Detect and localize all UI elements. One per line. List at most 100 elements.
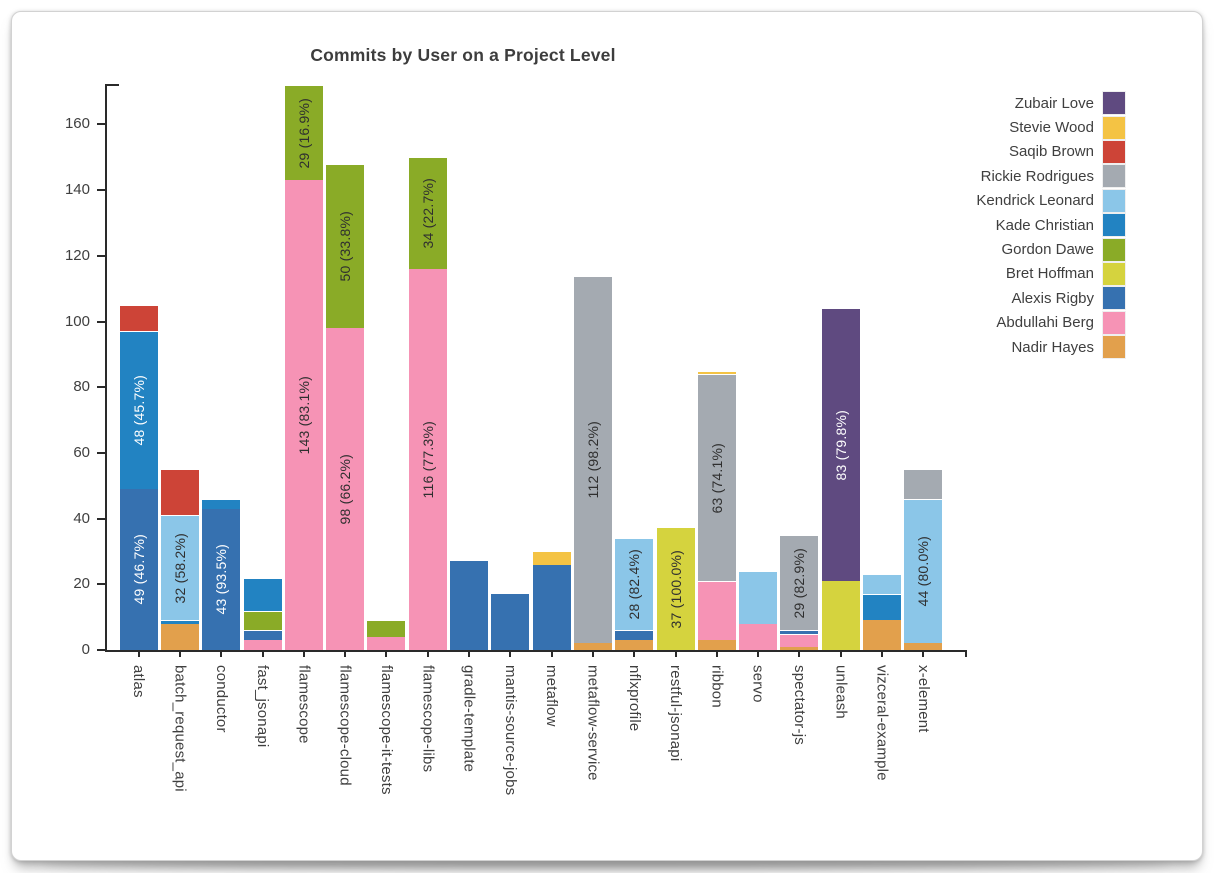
y-axis-top-cap bbox=[105, 84, 119, 86]
legend-item-stevie-wood[interactable]: Stevie Wood bbox=[976, 115, 1126, 140]
bar-ribbon-abdullahi-berg[interactable] bbox=[697, 581, 736, 640]
y-tick-label: 20 bbox=[73, 575, 90, 593]
bar-value-label: 112 (98.2%) bbox=[574, 277, 612, 643]
legend-swatch bbox=[1102, 139, 1126, 164]
bar-gradle-template-alexis-rigby[interactable] bbox=[450, 561, 489, 650]
bar-ribbon-nadir-hayes[interactable] bbox=[697, 640, 736, 650]
bar-mantis-source-jobs-alexis-rigby[interactable] bbox=[491, 594, 530, 650]
legend-item-saqib-brown[interactable]: Saqib Brown bbox=[976, 139, 1126, 164]
legend-item-gordon-dawe[interactable]: Gordon Dawe bbox=[976, 237, 1126, 262]
bar-value-text: 28 (82.4%) bbox=[626, 549, 643, 620]
bar-value-text: 44 (80.0%) bbox=[915, 536, 932, 607]
bar-vizceral-example-kade-christian[interactable] bbox=[863, 594, 902, 620]
legend-swatch bbox=[1102, 335, 1126, 360]
bar-value-label: 83 (79.8%) bbox=[822, 309, 860, 581]
bar-unleash-bret-hoffman[interactable] bbox=[821, 581, 860, 650]
bar-value-text: 112 (98.2%) bbox=[584, 421, 601, 499]
x-tick-mark bbox=[385, 652, 388, 657]
bar-atlas-saqib-brown[interactable] bbox=[119, 305, 158, 331]
x-tick-mark bbox=[344, 652, 347, 657]
bar-x-element-nadir-hayes[interactable] bbox=[904, 643, 943, 650]
bar-ribbon-stevie-wood[interactable] bbox=[697, 371, 736, 374]
bar-value-text: 143 (83.1%) bbox=[295, 375, 312, 455]
bar-batch-request-api-nadir-hayes[interactable] bbox=[160, 624, 199, 650]
bar-value-text: 29 (82.9%) bbox=[791, 547, 808, 619]
bar-fast-jsonapi-kade-christian[interactable] bbox=[243, 578, 282, 611]
bar-x-element-rickie-rodrigues[interactable] bbox=[904, 469, 943, 499]
y-tick-label: 80 bbox=[73, 378, 90, 396]
legend-item-rickie-rodrigues[interactable]: Rickie Rodrigues bbox=[976, 164, 1126, 189]
bar-fast-jsonapi-abdullahi-berg[interactable] bbox=[243, 640, 282, 650]
bar-batch-request-api-kade-christian[interactable] bbox=[160, 620, 199, 624]
bar-spectator-js-rickie-rodrigues[interactable]: 29 (82.9%) bbox=[780, 535, 819, 630]
x-tick-mark bbox=[426, 652, 429, 657]
bar-metaflow-service-rickie-rodrigues[interactable]: 112 (98.2%) bbox=[573, 276, 612, 643]
bar-value-text: 37 (100.0%) bbox=[667, 549, 684, 629]
bar-flamescope-it-tests-gordon-dawe[interactable] bbox=[367, 620, 406, 637]
bar-atlas-alexis-rigby[interactable]: 49 (46.7%) bbox=[119, 489, 158, 650]
bar-flamescope-cloud-gordon-dawe[interactable]: 50 (33.8%) bbox=[326, 164, 365, 328]
legend-label: Bret Hoffman bbox=[1005, 265, 1094, 283]
bar-atlas-kade-christian[interactable]: 48 (45.7%) bbox=[119, 331, 158, 489]
legend-item-kade-christian[interactable]: Kade Christian bbox=[976, 213, 1126, 238]
legend-item-bret-hoffman[interactable]: Bret Hoffman bbox=[976, 261, 1126, 286]
bar-fast-jsonapi-alexis-rigby[interactable] bbox=[243, 630, 282, 640]
bar-nflxprofile-nadir-hayes[interactable] bbox=[615, 640, 654, 650]
legend-label: Alexis Rigby bbox=[1011, 289, 1094, 307]
legend-item-abdullahi-berg[interactable]: Abdullahi Berg bbox=[976, 310, 1126, 335]
x-axis-label-unleash: unleash bbox=[832, 665, 850, 719]
x-axis-label-servo: servo bbox=[749, 665, 767, 703]
x-axis-label-restful-jsonapi: restful-jsonapi bbox=[667, 665, 685, 762]
legend-item-zubair-love[interactable]: Zubair Love bbox=[976, 91, 1126, 116]
chart-page: Commits by User on a Project Level Zubai… bbox=[11, 11, 1203, 861]
bar-flamescope-cloud-abdullahi-berg[interactable]: 98 (66.2%) bbox=[326, 328, 365, 650]
bar-metaflow-alexis-rigby[interactable] bbox=[532, 565, 571, 650]
bar-value-text: 49 (46.7%) bbox=[130, 534, 147, 605]
bar-fast-jsonapi-gordon-dawe[interactable] bbox=[243, 611, 282, 630]
bar-nflxprofile-kendrick-leonard[interactable]: 28 (82.4%) bbox=[615, 538, 654, 630]
bar-value-label: 50 (33.8%) bbox=[326, 165, 364, 328]
x-axis-label-mantis-source-jobs: mantis-source-jobs bbox=[501, 665, 519, 796]
bar-flamescope-it-tests-abdullahi-berg[interactable] bbox=[367, 637, 406, 650]
bar-flamescope-libs-abdullahi-berg[interactable]: 116 (77.3%) bbox=[408, 269, 447, 650]
y-tick-label: 40 bbox=[73, 509, 90, 527]
bar-metaflow-stevie-wood[interactable] bbox=[532, 551, 571, 565]
bar-vizceral-example-kendrick-leonard[interactable] bbox=[863, 574, 902, 594]
bar-batch-request-api-kendrick-leonard[interactable]: 32 (58.2%) bbox=[160, 515, 199, 620]
x-tick-mark bbox=[509, 652, 512, 657]
x-tick-mark bbox=[798, 652, 801, 657]
bar-flamescope-gordon-dawe[interactable]: 29 (16.9%) bbox=[284, 85, 323, 180]
bar-spectator-js-abdullahi-berg[interactable] bbox=[780, 634, 819, 647]
bar-vizceral-example-nadir-hayes[interactable] bbox=[863, 620, 902, 650]
y-tick-mark bbox=[97, 517, 105, 520]
bar-conductor-alexis-rigby[interactable]: 43 (93.5%) bbox=[202, 509, 241, 650]
x-tick-mark bbox=[302, 652, 305, 657]
bar-flamescope-abdullahi-berg[interactable]: 143 (83.1%) bbox=[284, 180, 323, 650]
bar-flamescope-libs-gordon-dawe[interactable]: 34 (22.7%) bbox=[408, 157, 447, 269]
bar-restful-jsonapi-bret-hoffman[interactable]: 37 (100.0%) bbox=[656, 528, 695, 650]
bar-value-label: 28 (82.4%) bbox=[615, 539, 653, 630]
bar-x-element-kendrick-leonard[interactable]: 44 (80.0%) bbox=[904, 499, 943, 643]
bar-conductor-kade-christian[interactable] bbox=[202, 499, 241, 509]
bar-spectator-js-nadir-hayes[interactable] bbox=[780, 647, 819, 650]
bar-unleash-zubair-love[interactable]: 83 (79.8%) bbox=[821, 308, 860, 581]
x-tick-mark bbox=[468, 652, 471, 657]
legend-label: Kendrick Leonard bbox=[976, 192, 1094, 210]
x-tick-mark bbox=[757, 652, 760, 657]
bar-nflxprofile-alexis-rigby[interactable] bbox=[615, 630, 654, 640]
legend-item-nadir-hayes[interactable]: Nadir Hayes bbox=[976, 335, 1126, 360]
bar-batch-request-api-saqib-brown[interactable] bbox=[160, 469, 199, 515]
x-axis-label-flamescope: flamescope bbox=[295, 665, 313, 744]
bar-value-label: 63 (74.1%) bbox=[698, 375, 736, 581]
legend-item-kendrick-leonard[interactable]: Kendrick Leonard bbox=[976, 188, 1126, 213]
legend-item-alexis-rigby[interactable]: Alexis Rigby bbox=[976, 286, 1126, 311]
bar-servo-kendrick-leonard[interactable] bbox=[739, 571, 778, 624]
bar-ribbon-rickie-rodrigues[interactable]: 63 (74.1%) bbox=[697, 374, 736, 581]
bar-spectator-js-alexis-rigby[interactable] bbox=[780, 630, 819, 634]
x-tick-mark bbox=[881, 652, 884, 657]
bar-metaflow-service-nadir-hayes[interactable] bbox=[573, 643, 612, 650]
bar-value-text: 83 (79.8%) bbox=[832, 409, 849, 481]
bar-servo-abdullahi-berg[interactable] bbox=[739, 624, 778, 650]
x-tick-mark bbox=[261, 652, 264, 657]
y-tick-mark bbox=[97, 254, 105, 257]
